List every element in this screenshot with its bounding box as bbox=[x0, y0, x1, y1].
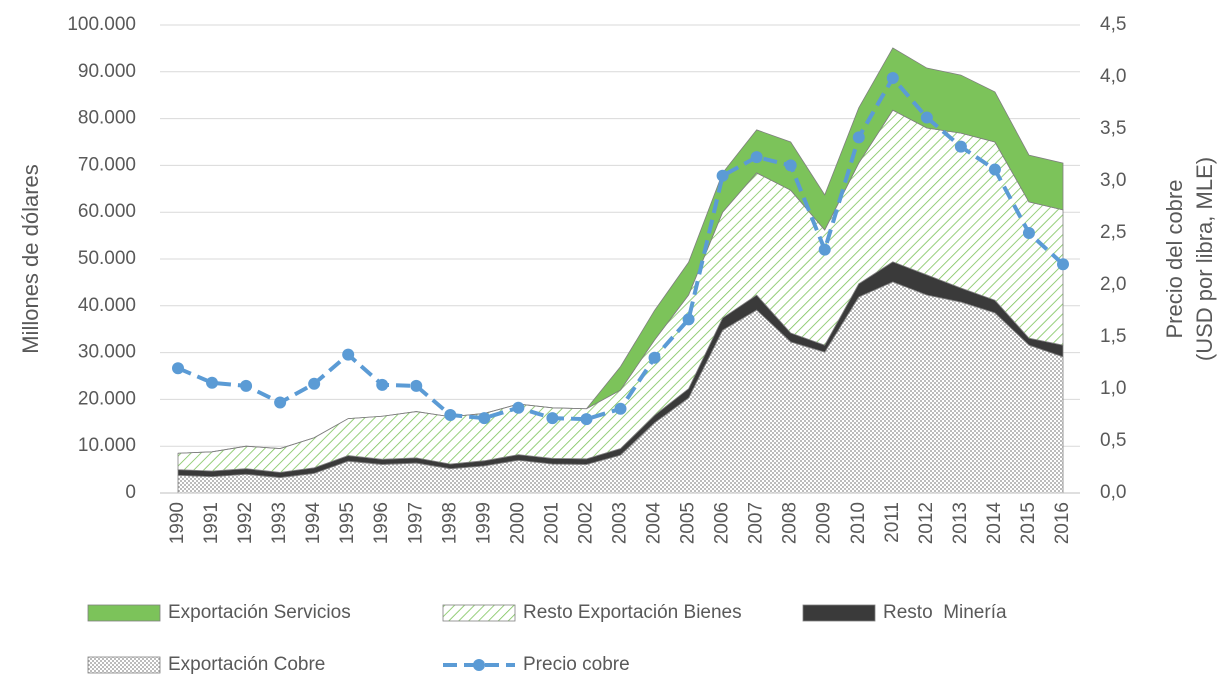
x-tick-label: 2009 bbox=[814, 502, 835, 544]
marker bbox=[376, 378, 389, 391]
x-tick-label: 2013 bbox=[950, 502, 971, 544]
y2-tick-label: 2,5 bbox=[1100, 222, 1126, 243]
marker bbox=[886, 72, 899, 85]
marker bbox=[478, 412, 491, 425]
x-tick-label: 2006 bbox=[712, 502, 733, 544]
x-tick-label: 2014 bbox=[984, 502, 1005, 545]
y-tick-label: 30.000 bbox=[78, 342, 136, 363]
y2-tick-label: 0,0 bbox=[1100, 482, 1126, 503]
y-tick-label: 50.000 bbox=[78, 248, 136, 269]
x-tick-label: 2003 bbox=[610, 502, 631, 544]
x-tick-label: 1996 bbox=[371, 502, 392, 544]
y2-axis-title: Precio del cobre bbox=[1162, 180, 1187, 339]
y2-tick-label: 0,5 bbox=[1100, 430, 1126, 451]
marker bbox=[580, 413, 593, 426]
y-axis-title: Millones de dólares bbox=[18, 164, 43, 354]
y2-tick-label: 4,0 bbox=[1100, 66, 1126, 87]
marker bbox=[1022, 227, 1035, 239]
x-tick-label: 1999 bbox=[473, 502, 494, 544]
y-tick-label: 0 bbox=[125, 482, 136, 503]
x-tick-label: 1997 bbox=[405, 502, 426, 544]
marker bbox=[750, 151, 763, 164]
marker bbox=[784, 159, 797, 172]
x-tick-label: 1991 bbox=[201, 502, 222, 544]
y-tick-label: 40.000 bbox=[78, 295, 136, 316]
x-tick-label: 2011 bbox=[882, 502, 903, 543]
marker bbox=[512, 401, 525, 414]
y-tick-label: 90.000 bbox=[78, 61, 136, 82]
marker bbox=[818, 243, 831, 256]
y-tick-label: 80.000 bbox=[78, 108, 136, 129]
marker bbox=[274, 396, 287, 409]
marker bbox=[206, 376, 219, 389]
y2-tick-label: 3,0 bbox=[1100, 170, 1126, 191]
y2-tick-label: 4,5 bbox=[1100, 14, 1126, 35]
x-tick-label: 1992 bbox=[235, 502, 256, 544]
y-tick-label: 70.000 bbox=[78, 154, 136, 175]
x-tick-label: 2010 bbox=[848, 502, 869, 544]
marker bbox=[852, 131, 865, 144]
x-tick-label: 2016 bbox=[1052, 502, 1073, 544]
x-tick-label: 1998 bbox=[439, 502, 460, 544]
x-tick-label: 2008 bbox=[780, 502, 801, 544]
y2-axis-title: (USD por libra, MLE) bbox=[1192, 157, 1217, 361]
legend-swatch bbox=[87, 604, 161, 622]
y2-tick-label: 1,0 bbox=[1100, 378, 1126, 399]
marker bbox=[342, 348, 355, 361]
x-tick-label: 1994 bbox=[303, 502, 324, 545]
marker bbox=[648, 351, 661, 364]
y2-tick-label: 3,5 bbox=[1100, 118, 1126, 139]
legend-label: Resto Minería bbox=[883, 602, 1007, 623]
x-tick-label: 2012 bbox=[916, 502, 937, 544]
x-tick-label: 2000 bbox=[507, 502, 528, 544]
marker bbox=[614, 402, 627, 415]
marker bbox=[308, 377, 321, 390]
y-tick-label: 10.000 bbox=[78, 435, 136, 456]
legend-label: Precio cobre bbox=[523, 654, 630, 675]
legend-swatch bbox=[87, 656, 161, 674]
legend-swatch bbox=[442, 604, 516, 622]
legend-label: Resto Exportación Bienes bbox=[523, 602, 742, 623]
x-tick-label: 1995 bbox=[337, 502, 358, 544]
marker bbox=[240, 379, 253, 392]
x-tick-label: 2015 bbox=[1018, 502, 1039, 544]
x-tick-label: 1990 bbox=[167, 502, 188, 544]
x-tick-label: 1993 bbox=[269, 502, 290, 544]
y-tick-label: 100.000 bbox=[67, 14, 136, 35]
y2-tick-label: 2,0 bbox=[1100, 274, 1126, 295]
legend-swatch bbox=[473, 659, 485, 671]
legend-label: Exportación Cobre bbox=[168, 654, 325, 675]
x-tick-label: 2007 bbox=[746, 502, 767, 544]
marker bbox=[954, 140, 967, 153]
legend-label: Exportación Servicios bbox=[168, 602, 351, 623]
legend-swatch bbox=[802, 604, 876, 622]
area bbox=[177, 47, 1064, 454]
y2-tick-label: 1,5 bbox=[1100, 326, 1126, 347]
marker bbox=[920, 111, 933, 124]
y-tick-label: 20.000 bbox=[78, 388, 136, 409]
marker bbox=[410, 379, 423, 392]
x-tick-label: 2004 bbox=[644, 502, 665, 545]
marker bbox=[444, 409, 457, 421]
marker bbox=[1057, 258, 1069, 271]
x-tick-label: 2005 bbox=[678, 502, 699, 544]
y-tick-label: 60.000 bbox=[78, 201, 136, 222]
marker bbox=[716, 169, 729, 182]
marker bbox=[546, 412, 559, 425]
marker bbox=[682, 313, 695, 326]
marker bbox=[172, 362, 184, 375]
marker bbox=[988, 163, 1001, 176]
x-tick-label: 2002 bbox=[575, 502, 596, 544]
x-tick-label: 2001 bbox=[541, 502, 562, 544]
